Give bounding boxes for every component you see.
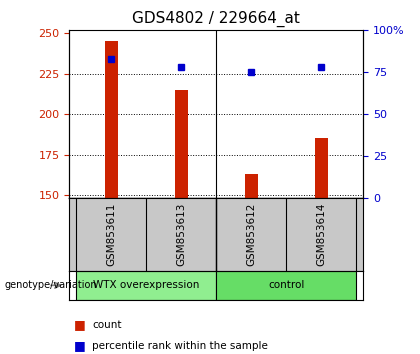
- Text: WTX overexpression: WTX overexpression: [93, 280, 200, 290]
- Bar: [76, 271, 216, 300]
- Text: GSM853611: GSM853611: [106, 203, 116, 266]
- Bar: [315, 138, 328, 198]
- Bar: [245, 174, 257, 198]
- Title: GDS4802 / 229664_at: GDS4802 / 229664_at: [132, 11, 300, 27]
- Text: count: count: [92, 320, 122, 330]
- Text: GSM853613: GSM853613: [176, 203, 186, 266]
- Bar: [175, 90, 188, 198]
- Text: ■: ■: [74, 339, 85, 352]
- Text: ■: ■: [74, 318, 85, 331]
- Text: genotype/variation: genotype/variation: [4, 280, 97, 290]
- Text: GSM853614: GSM853614: [316, 203, 326, 266]
- Bar: [216, 271, 356, 300]
- Text: percentile rank within the sample: percentile rank within the sample: [92, 341, 268, 351]
- Text: control: control: [268, 280, 304, 290]
- Bar: [105, 41, 118, 198]
- Text: GSM853612: GSM853612: [246, 203, 256, 266]
